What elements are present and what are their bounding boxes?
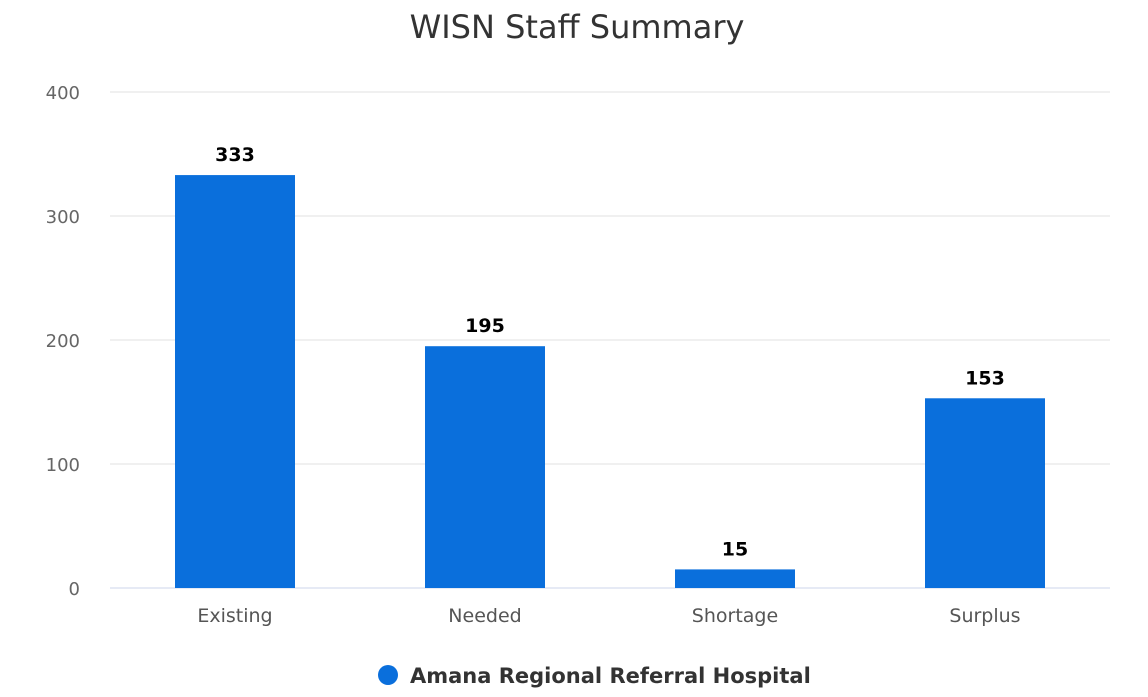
y-tick-label: 300 [46, 207, 80, 228]
bar-needed[interactable] [425, 346, 545, 588]
bar-surplus[interactable] [925, 398, 1045, 588]
x-tick-label: Needed [448, 605, 521, 627]
data-label-existing: 333 [215, 144, 255, 166]
data-labels: 333 195 15 153 [215, 144, 1005, 560]
data-label-shortage: 15 [722, 538, 748, 560]
y-tick-label: 100 [46, 455, 80, 476]
data-label-needed: 195 [465, 315, 505, 337]
x-tick-label: Surplus [949, 605, 1020, 627]
bar-shortage[interactable] [675, 569, 795, 588]
data-label-surplus: 153 [965, 367, 1005, 389]
legend[interactable]: Amana Regional Referral Hospital [378, 664, 811, 688]
legend-label: Amana Regional Referral Hospital [410, 664, 811, 688]
bar-existing[interactable] [175, 175, 295, 588]
y-tick-label: 400 [46, 83, 80, 104]
bars [175, 175, 1045, 588]
y-tick-label: 0 [69, 579, 80, 600]
chart-title: WISN Staff Summary [410, 8, 745, 46]
x-tick-label: Shortage [692, 605, 778, 627]
y-axis: 0 100 200 300 400 [46, 83, 80, 600]
y-tick-label: 200 [46, 331, 80, 352]
legend-marker-icon [378, 665, 398, 685]
x-axis: Existing Needed Shortage Surplus [197, 605, 1020, 627]
x-tick-label: Existing [197, 605, 272, 627]
